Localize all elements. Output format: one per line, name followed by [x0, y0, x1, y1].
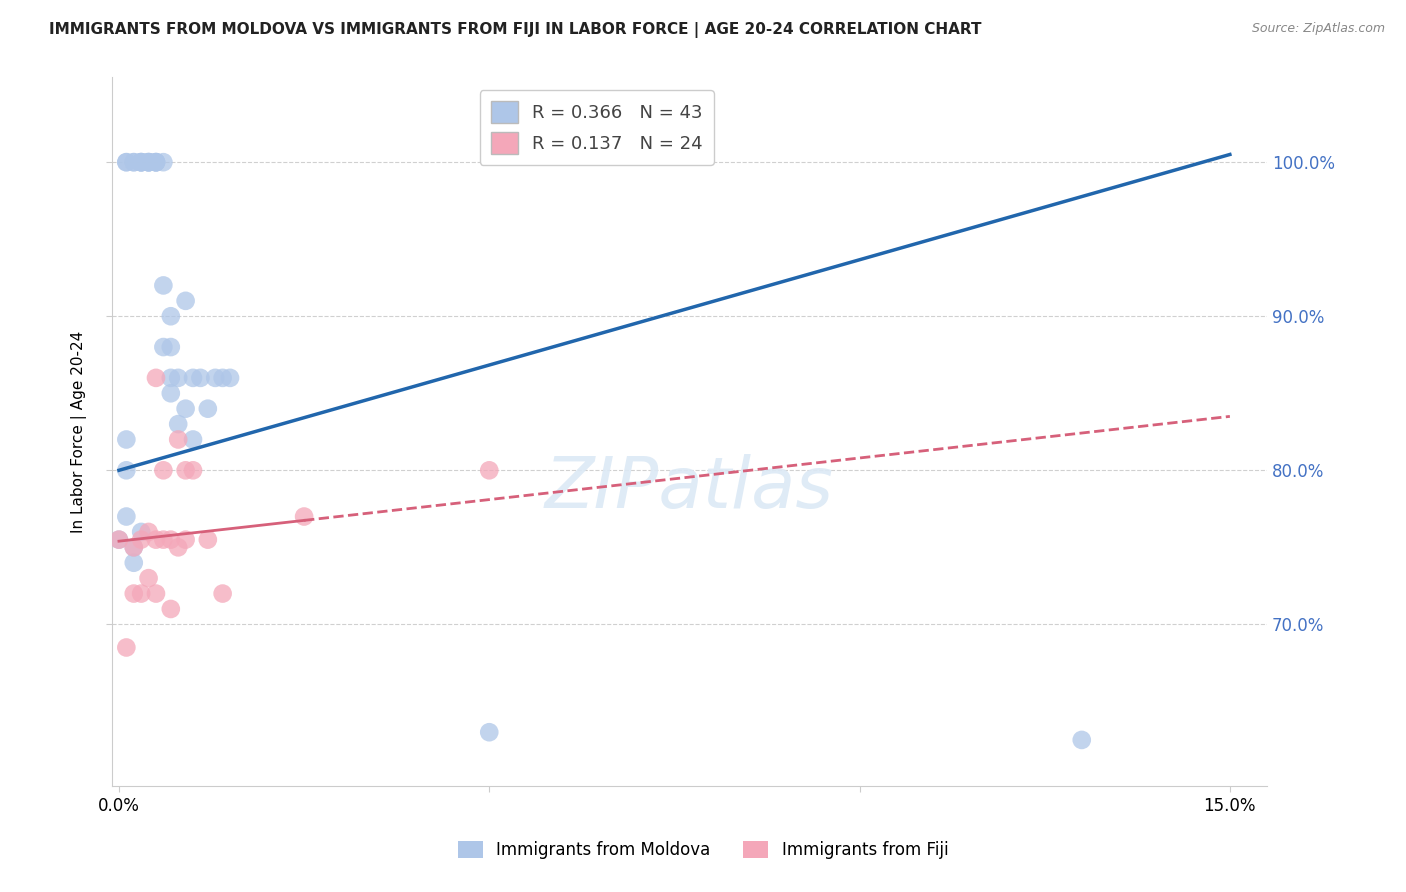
Point [122, 586, 145, 600]
Point [129, 155, 152, 169]
Point [159, 386, 181, 401]
Point [108, 533, 131, 547]
Text: ZIPatlas: ZIPatlas [544, 454, 834, 523]
Point [115, 640, 138, 655]
Point [197, 533, 219, 547]
Point [115, 509, 138, 524]
Point [129, 155, 152, 169]
Point [197, 401, 219, 416]
Point [181, 463, 204, 477]
Point [1070, 733, 1092, 747]
Point [211, 586, 233, 600]
Point [292, 509, 315, 524]
Point [167, 541, 190, 555]
Point [115, 155, 138, 169]
Point [159, 533, 181, 547]
Point [190, 371, 212, 385]
Point [145, 155, 167, 169]
Legend: Immigrants from Moldova, Immigrants from Fiji: Immigrants from Moldova, Immigrants from… [451, 834, 955, 866]
Point [174, 463, 197, 477]
Point [129, 533, 152, 547]
Point [145, 371, 167, 385]
Point [174, 293, 197, 308]
Point [152, 463, 174, 477]
Point [145, 155, 167, 169]
Point [152, 155, 174, 169]
Point [159, 340, 181, 354]
Point [159, 371, 181, 385]
Y-axis label: In Labor Force | Age 20-24: In Labor Force | Age 20-24 [72, 331, 87, 533]
Point [115, 155, 138, 169]
Point [138, 524, 160, 539]
Point [152, 340, 174, 354]
Point [129, 155, 152, 169]
Point [138, 155, 160, 169]
Point [174, 533, 197, 547]
Point [129, 155, 152, 169]
Point [138, 155, 160, 169]
Point [478, 463, 501, 477]
Point [115, 433, 138, 447]
Point [115, 463, 138, 477]
Point [129, 586, 152, 600]
Point [122, 541, 145, 555]
Point [167, 433, 190, 447]
Point [145, 533, 167, 547]
Point [152, 278, 174, 293]
Point [108, 533, 131, 547]
Text: Source: ZipAtlas.com: Source: ZipAtlas.com [1251, 22, 1385, 36]
Point [159, 310, 181, 324]
Point [167, 417, 190, 431]
Point [181, 371, 204, 385]
Point [204, 371, 226, 385]
Point [122, 556, 145, 570]
Point [174, 401, 197, 416]
Point [129, 524, 152, 539]
Point [122, 155, 145, 169]
Legend: R = 0.366   N = 43, R = 0.137   N = 24: R = 0.366 N = 43, R = 0.137 N = 24 [479, 90, 714, 165]
Point [211, 371, 233, 385]
Point [152, 533, 174, 547]
Point [122, 155, 145, 169]
Point [167, 371, 190, 385]
Point [145, 155, 167, 169]
Point [145, 155, 167, 169]
Point [138, 155, 160, 169]
Point [159, 602, 181, 616]
Point [122, 541, 145, 555]
Point [138, 155, 160, 169]
Point [219, 371, 242, 385]
Point [478, 725, 501, 739]
Text: IMMIGRANTS FROM MOLDOVA VS IMMIGRANTS FROM FIJI IN LABOR FORCE | AGE 20-24 CORRE: IMMIGRANTS FROM MOLDOVA VS IMMIGRANTS FR… [49, 22, 981, 38]
Point [181, 433, 204, 447]
Point [145, 586, 167, 600]
Point [138, 571, 160, 585]
